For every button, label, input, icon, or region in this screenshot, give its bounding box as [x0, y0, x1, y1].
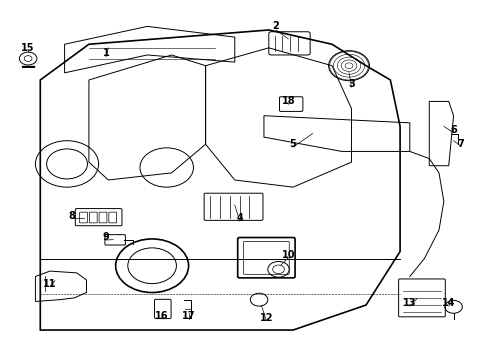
Text: 4: 4 — [236, 212, 243, 222]
Text: 6: 6 — [449, 125, 456, 135]
Text: 17: 17 — [182, 311, 195, 321]
Text: 10: 10 — [281, 250, 294, 260]
Text: 16: 16 — [155, 311, 168, 321]
Text: 11: 11 — [43, 279, 57, 289]
Text: 13: 13 — [402, 298, 416, 308]
Text: 14: 14 — [441, 298, 454, 308]
Text: 12: 12 — [259, 312, 273, 323]
Text: 9: 9 — [102, 232, 109, 242]
Text: 3: 3 — [347, 78, 354, 89]
Text: 18: 18 — [281, 96, 294, 107]
Text: 2: 2 — [272, 21, 279, 31]
Text: 7: 7 — [457, 139, 463, 149]
Text: 15: 15 — [21, 43, 35, 53]
Text: 5: 5 — [289, 139, 296, 149]
Text: 8: 8 — [68, 211, 75, 221]
Text: 1: 1 — [102, 48, 109, 58]
